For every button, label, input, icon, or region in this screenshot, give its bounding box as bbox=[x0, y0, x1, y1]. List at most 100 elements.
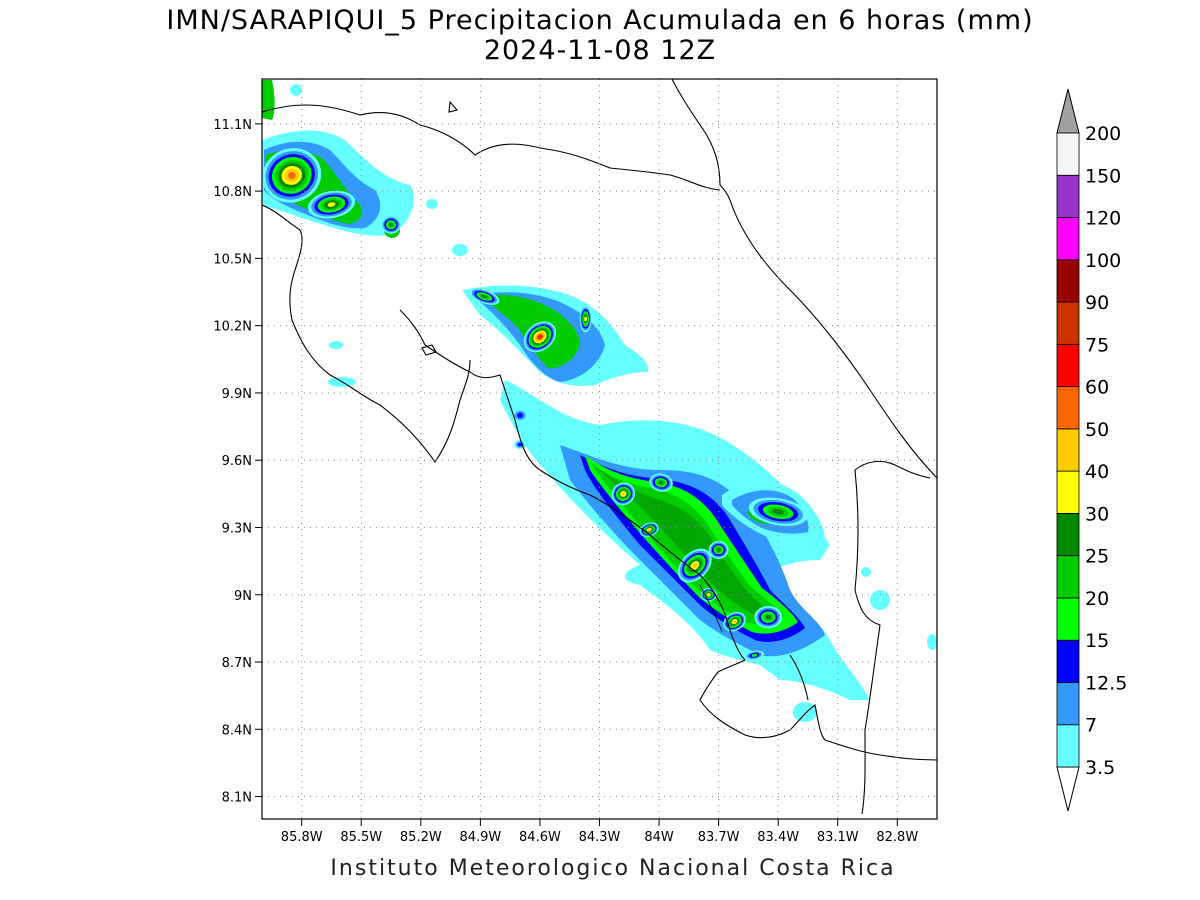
rain-contour-ring bbox=[538, 335, 542, 339]
golfito-inlet bbox=[789, 654, 809, 701]
lon-tick-label: 82.8W bbox=[876, 830, 918, 845]
precip-echo bbox=[793, 702, 817, 722]
lon-tick-label: 84.6W bbox=[519, 830, 561, 845]
colorbar-label: 7 bbox=[1085, 715, 1097, 737]
colorbar-swatch bbox=[1056, 174, 1080, 218]
rain-contour-ring bbox=[287, 171, 296, 179]
precip-echo bbox=[426, 199, 438, 209]
southern-coast bbox=[824, 739, 937, 761]
lat-tick-label: 9.3N bbox=[222, 521, 252, 536]
colorbar-label: 30 bbox=[1085, 503, 1109, 525]
colorbar-swatch bbox=[1056, 259, 1080, 303]
rain-core-cell bbox=[579, 305, 592, 333]
coastline-layer bbox=[262, 79, 937, 815]
colorbar-swatch bbox=[1056, 343, 1080, 388]
colorbar-swatch bbox=[1056, 386, 1080, 430]
rain-core-cell bbox=[649, 473, 673, 492]
rain-contour-ring bbox=[389, 223, 393, 227]
rain-contour-ring bbox=[707, 593, 711, 597]
colorbar-underflow-triangle bbox=[1056, 766, 1080, 812]
rain-contour-ring bbox=[517, 412, 524, 418]
colorbar-overflow-triangle bbox=[1056, 88, 1080, 134]
lon-tick-label: 84.3W bbox=[579, 830, 621, 845]
lat-tick-label: 9N bbox=[234, 589, 252, 604]
precip-echo bbox=[290, 84, 302, 96]
rain-contour-ring bbox=[621, 492, 626, 496]
lon-tick-label: 85.5W bbox=[340, 830, 382, 845]
colorbar-label: 15 bbox=[1085, 630, 1109, 652]
rain-contour-ring bbox=[751, 653, 758, 657]
precip-echo bbox=[329, 341, 343, 349]
lat-tick-label: 8.7N bbox=[222, 656, 252, 671]
colorbar-swatch bbox=[1056, 682, 1080, 726]
colorbar-swatch bbox=[1056, 132, 1080, 176]
lat-tick-label: 8.1N bbox=[222, 791, 252, 806]
rain-core-cell bbox=[723, 611, 746, 632]
lat-tick-label: 10.5N bbox=[213, 252, 252, 267]
map-axes: 85.8W 85.5W 85.2W 84.9W 84.6W 84.3W 84W 83.7W 83… bbox=[213, 118, 918, 845]
colorbar-swatch bbox=[1056, 513, 1080, 557]
lat-tick-label: 11.1N bbox=[213, 118, 252, 133]
nicaragua-border bbox=[262, 104, 721, 191]
colorbar-swatch bbox=[1056, 639, 1080, 683]
colorbar-swatch bbox=[1056, 555, 1080, 599]
rain-core-cell bbox=[677, 548, 712, 583]
bocas-coast bbox=[854, 460, 931, 479]
colorbar-swatch bbox=[1056, 217, 1080, 261]
colorbar-label: 20 bbox=[1085, 588, 1109, 610]
map-subtitle: 2024-11-08 12Z bbox=[483, 35, 717, 66]
precip-echo bbox=[861, 567, 871, 577]
lat-tick-label: 8.4N bbox=[222, 723, 252, 738]
precipitation-field bbox=[262, 80, 937, 722]
colorbar-label: 40 bbox=[1085, 461, 1109, 483]
colorbar-label: 90 bbox=[1085, 292, 1109, 314]
rain-contour-ring bbox=[765, 615, 771, 620]
colorbar-label: 3.5 bbox=[1085, 757, 1115, 779]
colorbar-label: 25 bbox=[1085, 546, 1109, 568]
precip-echo bbox=[870, 590, 890, 610]
rain-core-cell bbox=[754, 605, 783, 629]
colorbar-label: 50 bbox=[1085, 419, 1109, 441]
rain-contour-ring bbox=[481, 294, 488, 299]
rain-contour-ring bbox=[658, 480, 664, 485]
lat-tick-label: 9.9N bbox=[222, 387, 252, 402]
lat-tick-label: 10.8N bbox=[213, 185, 252, 200]
colorbar-swatch bbox=[1056, 470, 1080, 514]
lon-tick-label: 83.1W bbox=[817, 830, 859, 845]
precip-band-core bbox=[600, 470, 770, 618]
rain-contour-ring bbox=[517, 442, 523, 447]
precip-echo bbox=[452, 244, 468, 256]
colorbar-label: 100 bbox=[1085, 250, 1121, 272]
lon-tick-label: 83.7W bbox=[698, 830, 740, 845]
colorbar-label: 120 bbox=[1085, 208, 1121, 230]
lon-tick-label: 85.2W bbox=[400, 830, 442, 845]
rain-core-cell bbox=[700, 588, 717, 602]
colorbar-label: 60 bbox=[1085, 377, 1109, 399]
panama-border bbox=[854, 469, 881, 815]
colorbar-swatch bbox=[1056, 301, 1080, 345]
caribbean-coast bbox=[671, 79, 937, 479]
lon-tick-label: 85.8W bbox=[281, 830, 323, 845]
lon-tick-label: 84W bbox=[644, 830, 674, 845]
rain-core-cell bbox=[708, 540, 729, 559]
colorbar-label: 150 bbox=[1085, 165, 1121, 187]
rain-contour-ring bbox=[584, 316, 588, 322]
rain-core-cell bbox=[381, 215, 401, 234]
gulf-of-nicoya bbox=[399, 309, 746, 661]
lake-island bbox=[448, 100, 459, 113]
precip-echo bbox=[927, 634, 937, 650]
rain-core-cell bbox=[514, 440, 527, 449]
rain-core-cell bbox=[262, 148, 322, 203]
chira-island bbox=[421, 344, 437, 356]
rain-contour-ring bbox=[716, 548, 721, 552]
rain-core-cell bbox=[523, 321, 557, 353]
lat-tick-label: 10.2N bbox=[213, 320, 252, 335]
precip-band-west-edge bbox=[262, 80, 275, 120]
lat-tick-label: 9.6N bbox=[222, 454, 252, 469]
colorbar-swatch bbox=[1056, 597, 1080, 641]
colorbar-label: 12.5 bbox=[1085, 672, 1127, 694]
lon-tick-label: 83.4W bbox=[757, 830, 799, 845]
colorbar-swatch bbox=[1056, 724, 1080, 768]
rain-core-cell bbox=[512, 408, 529, 423]
